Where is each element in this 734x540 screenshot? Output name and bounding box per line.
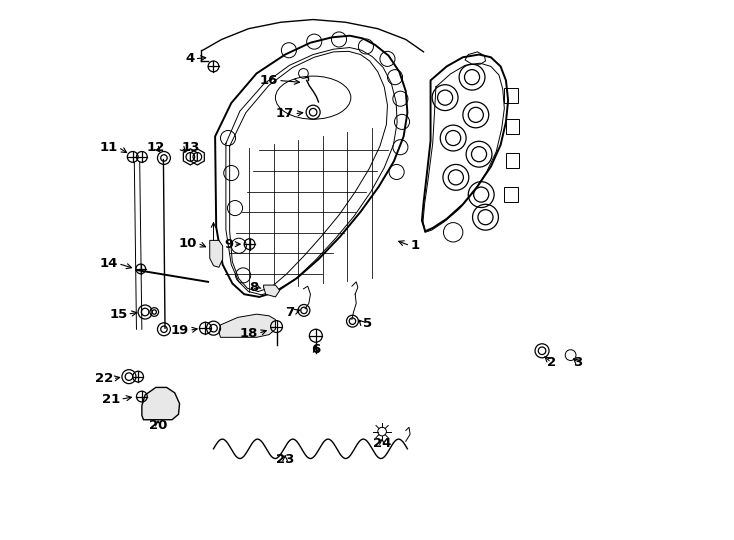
Polygon shape	[215, 36, 407, 297]
Text: 14: 14	[100, 257, 118, 270]
Text: 13: 13	[181, 141, 200, 154]
Text: 17: 17	[276, 107, 294, 120]
Polygon shape	[210, 240, 222, 267]
Text: 12: 12	[147, 141, 165, 154]
Text: 7: 7	[286, 306, 294, 319]
Text: 11: 11	[100, 141, 118, 154]
Text: 16: 16	[260, 74, 278, 87]
Text: 4: 4	[186, 52, 195, 65]
Text: 10: 10	[179, 237, 197, 249]
Polygon shape	[264, 285, 280, 297]
Text: 19: 19	[171, 324, 189, 337]
Text: 18: 18	[240, 327, 258, 340]
Text: 20: 20	[149, 418, 167, 431]
Text: 1: 1	[410, 239, 419, 252]
Text: 5: 5	[363, 318, 372, 330]
Text: 15: 15	[109, 308, 127, 321]
Text: 3: 3	[573, 356, 583, 369]
Text: 24: 24	[373, 437, 391, 450]
Text: 23: 23	[276, 453, 294, 466]
Text: 8: 8	[249, 281, 258, 294]
Text: 22: 22	[95, 372, 113, 386]
Polygon shape	[219, 314, 275, 338]
Text: 9: 9	[225, 238, 233, 251]
Text: 6: 6	[311, 343, 321, 356]
Polygon shape	[142, 387, 180, 420]
Text: 21: 21	[102, 393, 120, 406]
Polygon shape	[422, 55, 508, 231]
Text: 2: 2	[547, 356, 556, 369]
